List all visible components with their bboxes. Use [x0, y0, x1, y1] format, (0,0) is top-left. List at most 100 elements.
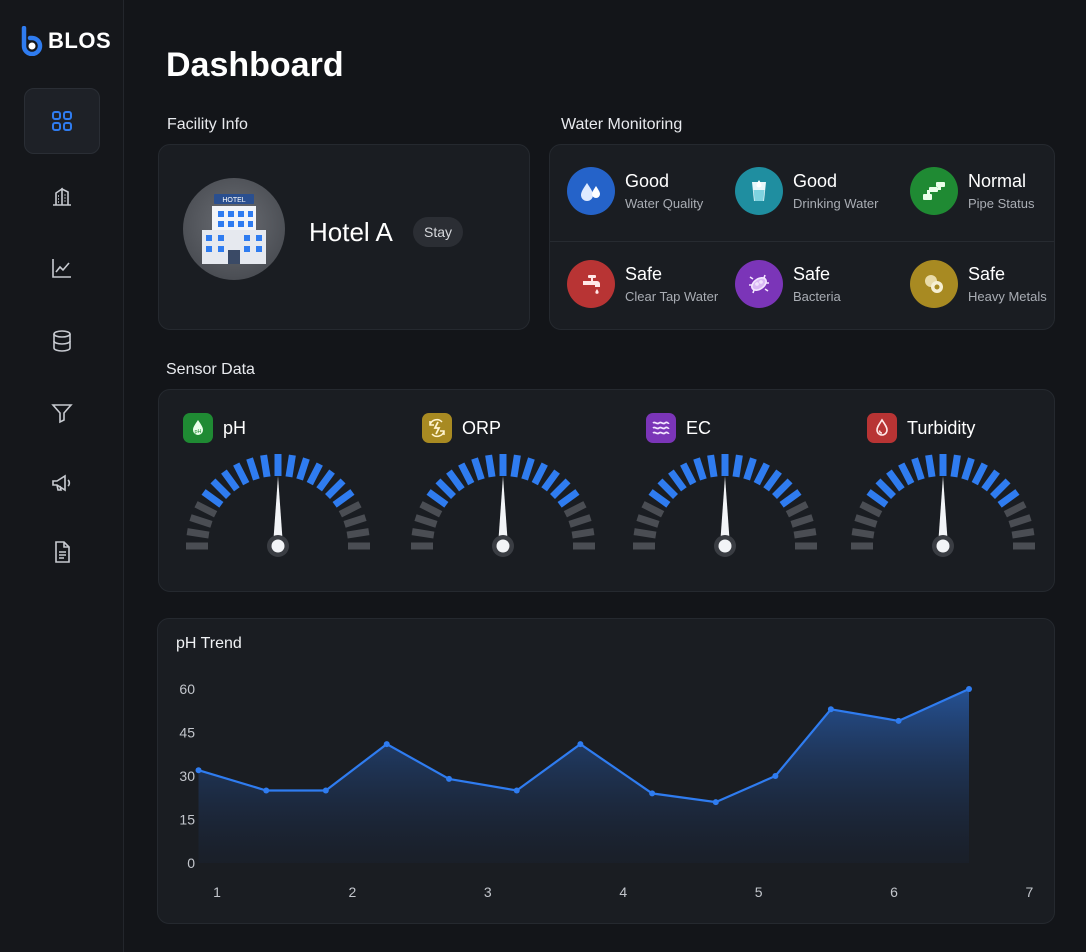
gauge-segment-active	[285, 454, 296, 478]
gauge-segment-active	[221, 469, 240, 492]
nav-database[interactable]	[24, 308, 100, 374]
grid-icon	[52, 111, 72, 131]
gauge-segment-active	[426, 489, 449, 508]
gauge-segment-active	[233, 462, 250, 486]
facility-card: HOTEL Hotel A Stay	[158, 144, 530, 330]
data-point[interactable]	[513, 787, 520, 794]
gauge-segment-active	[732, 454, 743, 478]
gauge-segment-active	[210, 478, 231, 499]
gauge-segment-active	[510, 454, 521, 478]
data-point[interactable]	[577, 741, 584, 748]
gauge-segment	[1011, 528, 1035, 539]
nav-reports[interactable]	[24, 519, 100, 585]
logo-mark-icon	[21, 26, 43, 56]
water-item-drinking-water[interactable]: Good Drinking Water	[735, 167, 878, 215]
data-point[interactable]	[772, 773, 779, 779]
gauge-segment	[1003, 501, 1027, 518]
nav-analytics[interactable]	[24, 235, 100, 301]
water-item-clear-tap-water[interactable]: Safe Clear Tap Water	[567, 260, 718, 308]
gauge-segment-active	[981, 469, 1000, 492]
nav-facilities[interactable]	[24, 163, 100, 229]
x-tick-label: 1	[213, 884, 221, 900]
hotel-building-icon: HOTEL	[202, 194, 266, 264]
data-point[interactable]	[895, 717, 902, 724]
megaphone-icon	[52, 474, 71, 492]
water-drops-icon	[567, 167, 615, 215]
series-area	[198, 689, 970, 863]
water-item-water-quality[interactable]: Good Water Quality	[567, 167, 703, 215]
ec-icon	[646, 413, 676, 443]
nav-announcements[interactable]	[24, 450, 100, 516]
y-tick-label: 15	[179, 812, 195, 828]
gauge-segment-active	[446, 469, 465, 492]
ph-icon-text: pH	[194, 429, 201, 435]
gauge-hub-center	[496, 539, 510, 553]
gauge-ph	[186, 454, 370, 557]
data-point[interactable]	[195, 767, 202, 774]
data-point[interactable]	[446, 775, 453, 782]
chart-title: pH Trend	[176, 635, 242, 652]
data-point[interactable]	[383, 741, 390, 748]
gauge-segment-active	[471, 457, 485, 481]
gauge-segment-active	[332, 489, 355, 508]
x-tick-label: 5	[755, 884, 763, 900]
gauge-segment	[563, 501, 587, 518]
gauge-segment-active	[648, 489, 671, 508]
gauge-segment-active	[772, 478, 793, 499]
gauge-segment	[793, 528, 817, 539]
gauge-segment-active	[521, 457, 535, 481]
data-point[interactable]	[966, 686, 973, 692]
sensor-ec[interactable]: EC	[646, 413, 711, 443]
bacteria-icon	[735, 260, 783, 308]
nav-dashboard[interactable]	[24, 88, 100, 154]
sensor-ph[interactable]: pH pH	[183, 413, 246, 443]
gauge-segment-active	[950, 454, 961, 478]
metals-icon	[910, 260, 958, 308]
faucet-icon	[567, 260, 615, 308]
data-point[interactable]	[263, 787, 270, 794]
water-item-label: Water Quality	[625, 195, 704, 211]
gauge-segment-active	[435, 478, 456, 499]
water-item-bacteria[interactable]: Safe Bacteria	[735, 260, 841, 308]
water-section-title: Water Monitoring	[561, 116, 683, 133]
gauge-segment-active	[743, 457, 757, 481]
water-item-heavy-metals[interactable]: Safe Heavy Metals	[910, 260, 1047, 308]
sensor-turbidity[interactable]: Turbidity	[867, 413, 975, 443]
gauge-segment-active	[753, 462, 770, 486]
gauge-segment-active	[911, 457, 925, 481]
app-logo[interactable]: BLOS	[20, 26, 111, 56]
y-tick-label: 30	[179, 768, 195, 784]
gauge-needle	[498, 476, 508, 546]
gauge-segment	[1008, 514, 1032, 528]
data-point[interactable]	[712, 799, 719, 806]
gauge-needle	[273, 476, 283, 546]
water-item-label: Drinking Water	[793, 195, 879, 211]
gauge-segment-active	[898, 462, 915, 486]
sensor-orp[interactable]: ORP	[422, 413, 501, 443]
filter-icon	[51, 404, 73, 424]
gauge-segment-active	[541, 469, 560, 492]
gauge-hub-center	[271, 539, 285, 553]
x-tick-label: 3	[484, 884, 492, 900]
sidebar: BLOS	[0, 0, 124, 952]
facility-type-badge: Stay	[413, 217, 464, 247]
gauge-segment-active	[668, 469, 687, 492]
nav-filter[interactable]	[24, 380, 100, 446]
water-item-pipe-status[interactable]: Normal Pipe Status	[910, 167, 1035, 215]
gauge-needle	[938, 476, 948, 546]
gauge-hub-center	[718, 539, 732, 553]
data-point[interactable]	[827, 706, 834, 713]
hotel-avatar: HOTEL	[183, 178, 285, 280]
x-tick-label: 7	[1026, 884, 1034, 900]
data-point[interactable]	[649, 790, 656, 797]
gauge-segment-active	[550, 478, 571, 499]
sensor-name: ORP	[462, 417, 502, 438]
gauge-segment	[568, 514, 592, 528]
gauge-segment	[194, 501, 218, 518]
trend-icon	[52, 259, 71, 278]
gauge-segment	[633, 528, 657, 539]
data-point[interactable]	[322, 787, 329, 794]
logo-text: BLOS	[48, 28, 112, 53]
water-item-label: Heavy Metals	[968, 288, 1047, 304]
gauge-segment-active	[325, 478, 346, 499]
